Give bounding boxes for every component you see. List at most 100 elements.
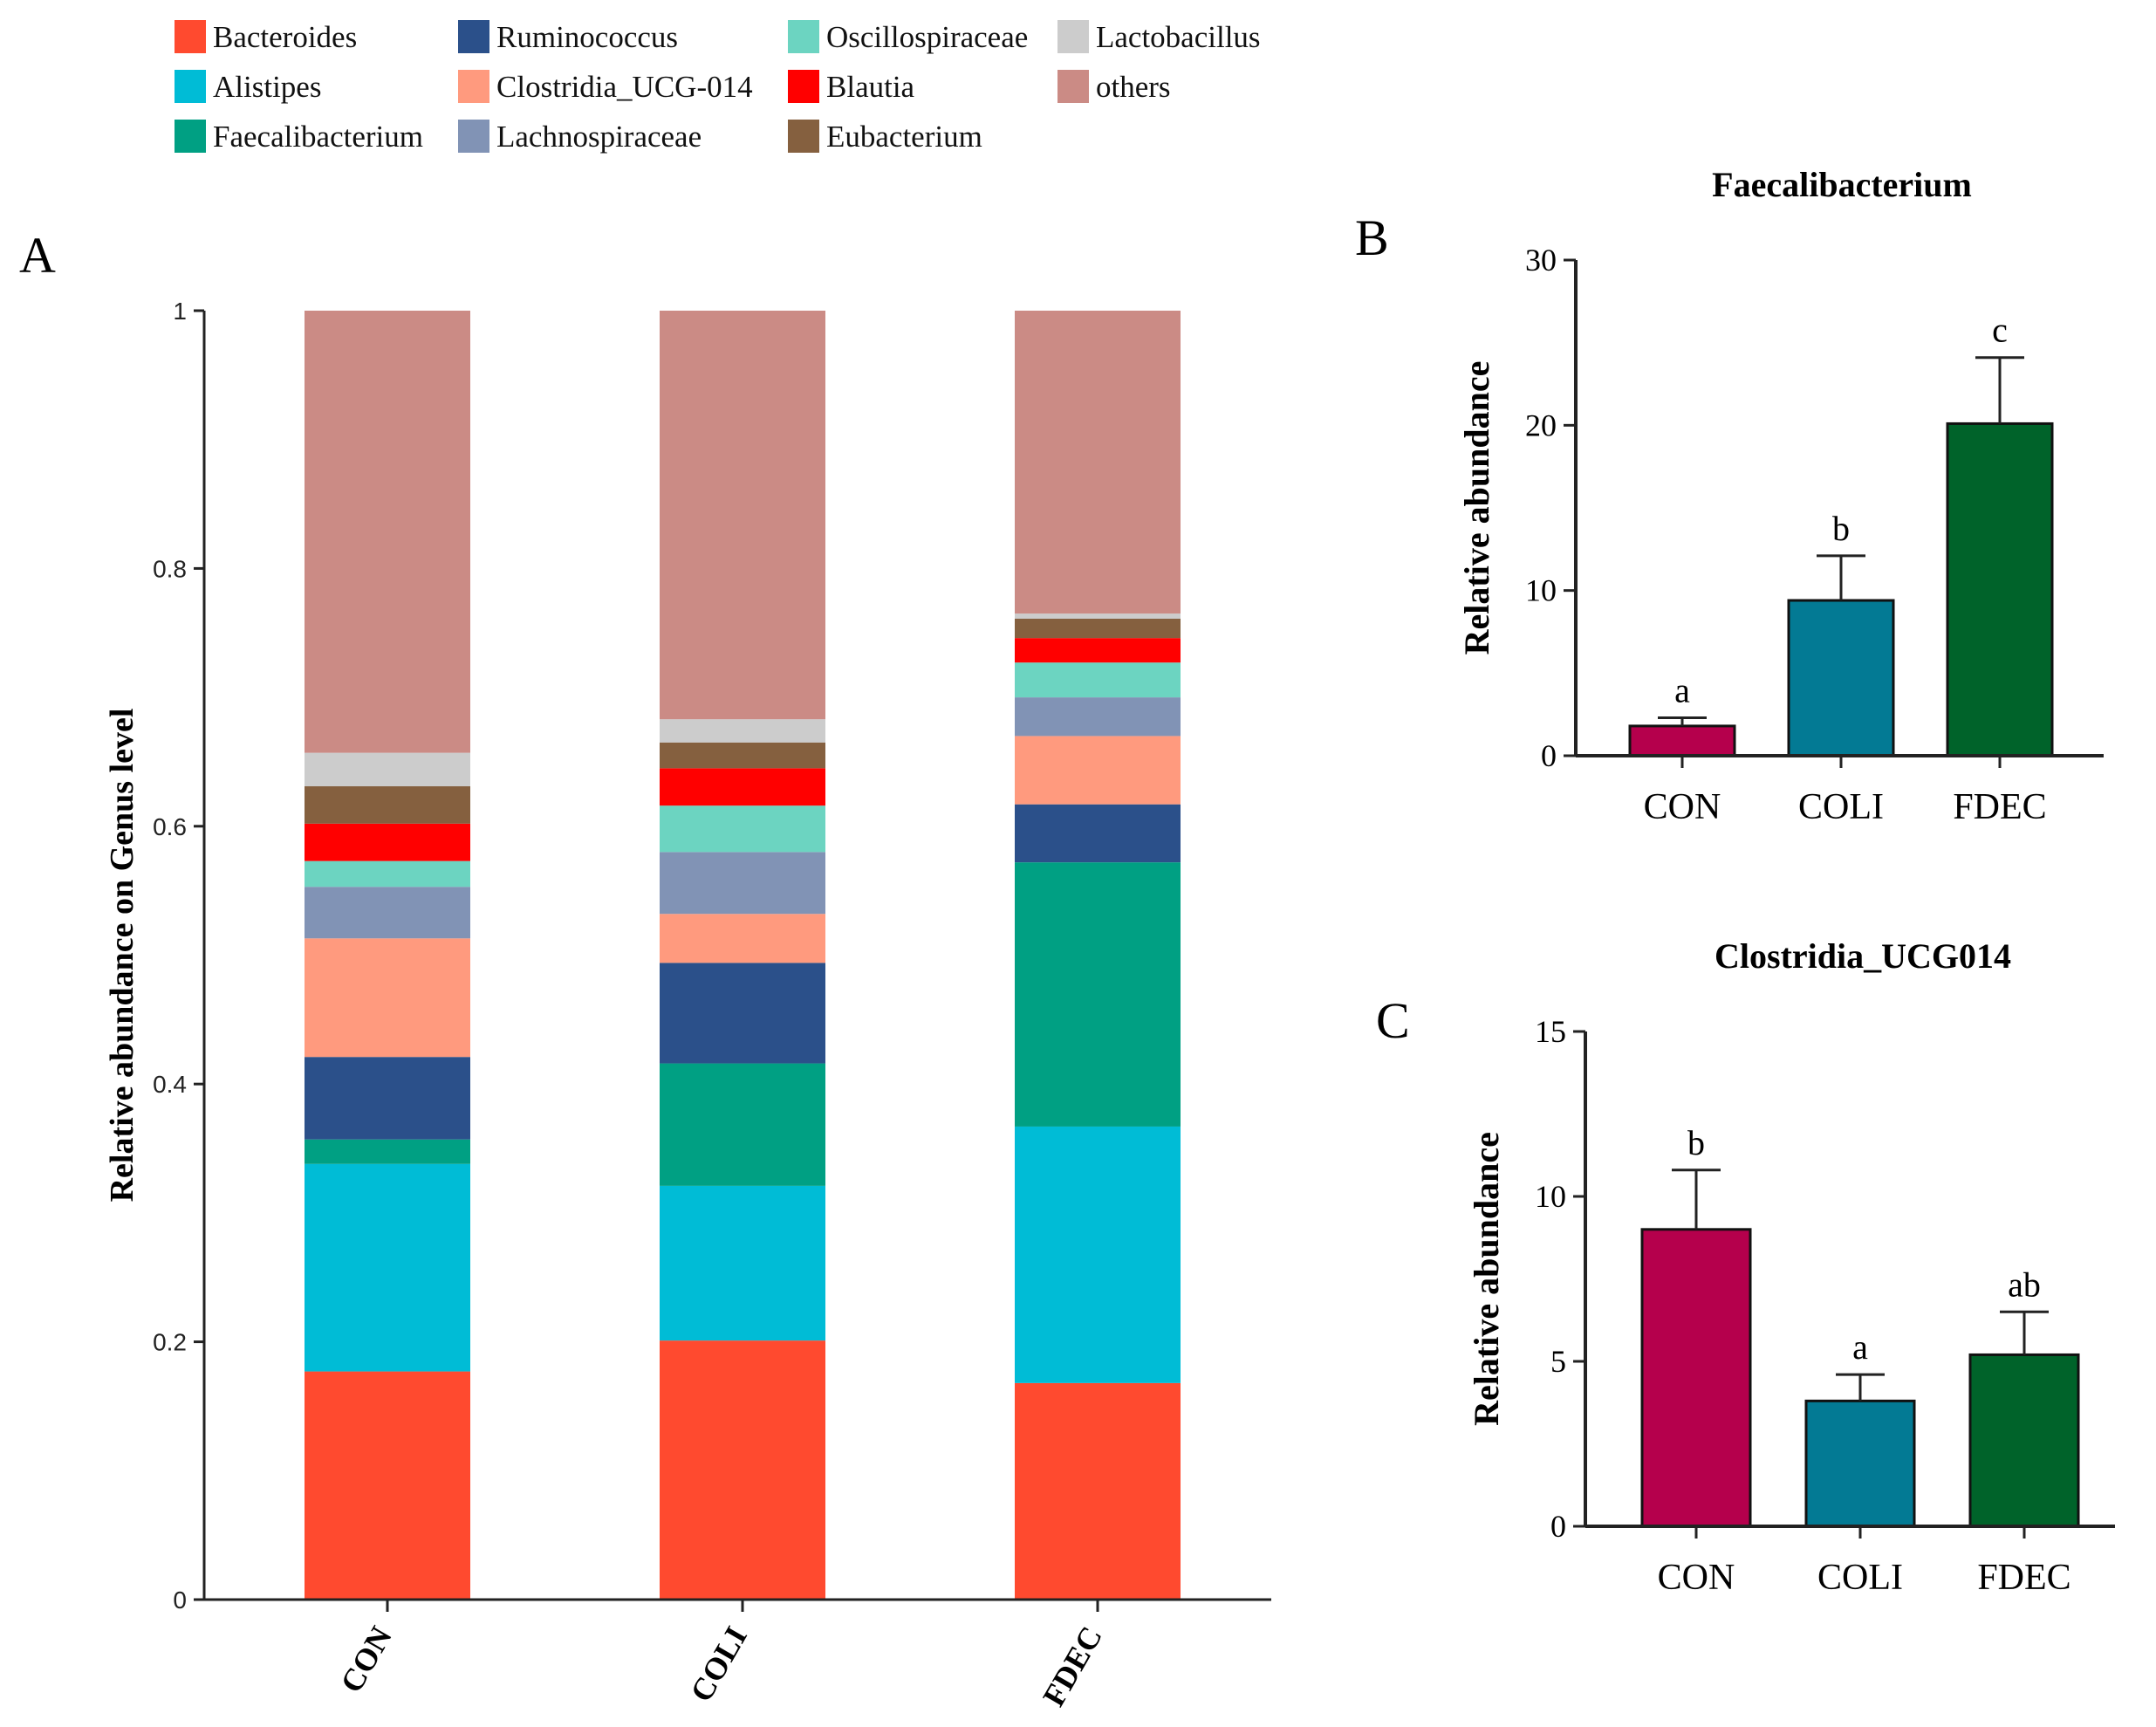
bar: [1787, 599, 1895, 757]
stacked-bar-segment: [305, 938, 470, 1058]
legend-label: Oscillospiraceae: [826, 20, 1028, 54]
bar: [1640, 1228, 1752, 1528]
significance-letter: b: [1687, 1123, 1705, 1162]
legend-swatch: [175, 20, 206, 53]
stacked-bar-segment: [305, 887, 470, 939]
stacked-bar-segment: [305, 860, 470, 887]
stacked-bar-segment: [1015, 613, 1181, 620]
legend: Bacteroides Ruminococcus Oscillospiraceae L…: [175, 20, 1261, 154]
bar: [1968, 1353, 2080, 1528]
stacked-bar-segment: [305, 752, 470, 787]
x-tick-label: COLI: [1798, 787, 1884, 827]
y-tick-label: 0.8: [153, 555, 187, 582]
significance-letter: a: [1852, 1327, 1868, 1367]
legend-label: Bacteroides: [213, 20, 357, 54]
bar: [1804, 1399, 1916, 1528]
y-tick-label: 0.2: [153, 1329, 187, 1356]
stacked-bar-segment: [1015, 862, 1181, 1127]
significance-letter: ab: [2008, 1264, 2041, 1304]
y-axis-label: Relative abundance on Genus level: [104, 709, 140, 1203]
legend-swatch: [458, 20, 489, 53]
y-tick-label: 0.4: [153, 1071, 187, 1098]
chart-title: Clostridia_UCG014: [1715, 936, 2011, 976]
bar: [1946, 421, 2054, 757]
y-tick-label: 0: [1550, 1509, 1566, 1544]
legend-label: Alistipes: [213, 70, 321, 104]
stacked-bar-segment: [660, 742, 825, 769]
legend-label: Eubacterium: [826, 120, 982, 154]
stacked-bar-segment: [1015, 619, 1181, 639]
legend-swatch: [788, 120, 819, 153]
panel-label-a: A: [19, 227, 56, 284]
legend-label: Faecalibacterium: [213, 120, 423, 154]
panel-a-stacked-bar-chart: A CON COLI FDEC 0 0.2 0.4 0.6 0.8 1 Relative abund…: [19, 227, 1271, 1712]
legend-label: Blautia: [826, 70, 915, 104]
y-tick-label: 30: [1525, 243, 1557, 278]
panel-label-c: C: [1376, 992, 1410, 1049]
stacked-bar-segment: [660, 914, 825, 963]
legend-swatch: [1057, 20, 1089, 53]
stacked-bar-segment: [305, 1139, 470, 1164]
panel-label-b: B: [1355, 209, 1389, 266]
stacked-bar-segment: [660, 719, 825, 743]
y-tick-label: 10: [1525, 573, 1557, 608]
y-axis-label: Relative abundance: [1467, 1132, 1506, 1426]
significance-letter: a: [1674, 670, 1690, 709]
stacked-bar-segment: [1015, 697, 1181, 737]
stacked-bar-segment: [305, 1057, 470, 1140]
stacked-bar-segment: [660, 1185, 825, 1341]
stacked-bar-segment: [305, 311, 470, 753]
stacked-bar-segment: [660, 963, 825, 1064]
stacked-bar-segment: [305, 1163, 470, 1372]
x-tick-label: FDEC: [1953, 787, 2046, 827]
x-tick-label: CON: [1658, 1558, 1735, 1598]
x-tick-label: CON: [1644, 787, 1721, 827]
significance-letter: c: [1992, 311, 2008, 350]
x-tick-label: FDEC: [1977, 1558, 2070, 1598]
stacked-bar-segment: [1015, 1126, 1181, 1383]
stacked-bar-segment: [660, 768, 825, 806]
stacked-bar-segment: [305, 823, 470, 861]
x-tick-label: COLI: [683, 1621, 754, 1708]
y-tick-label: 15: [1535, 1014, 1566, 1049]
legend-swatch: [458, 120, 489, 153]
panel-b-bar-chart: B Faecalibacterium a CON b COLI c FDEC 0 10 20 30 Re…: [1355, 165, 2104, 827]
stacked-bar-segment: [1015, 662, 1181, 698]
y-tick-label: 0.6: [153, 813, 187, 840]
stacked-bar-segment: [660, 311, 825, 720]
y-tick-label: 0: [1541, 738, 1557, 773]
y-tick-label: 20: [1525, 408, 1557, 442]
stacked-bar-segment: [305, 786, 470, 824]
stacked-bar-segment: [1015, 804, 1181, 863]
legend-swatch: [458, 70, 489, 103]
bar: [1628, 724, 1736, 757]
stacked-bar-segment: [1015, 638, 1181, 663]
stacked-bar-segment: [660, 852, 825, 915]
legend-label: Ruminococcus: [496, 20, 678, 54]
significance-letter: b: [1832, 509, 1850, 548]
legend-swatch: [788, 20, 819, 53]
stacked-bar-segment: [660, 1340, 825, 1600]
stacked-bar-segment: [1015, 736, 1181, 805]
legend-swatch: [175, 70, 206, 103]
stacked-bar-segment: [660, 805, 825, 853]
legend-swatch: [1057, 70, 1089, 103]
x-tick-label: CON: [333, 1621, 399, 1698]
legend-swatch: [175, 120, 206, 153]
legend-label: Lachnospiraceae: [496, 120, 702, 154]
stacked-bar-segment: [1015, 311, 1181, 614]
stacked-bar-segment: [1015, 1382, 1181, 1600]
y-tick-label: 5: [1550, 1344, 1566, 1379]
x-tick-label: COLI: [1817, 1558, 1903, 1598]
stacked-bar-segment: [305, 1371, 470, 1600]
legend-label: Lactobacillus: [1096, 20, 1261, 54]
y-axis-label: Relative abundance: [1457, 361, 1496, 655]
y-tick-label: 0: [173, 1587, 187, 1614]
legend-label: others: [1096, 70, 1171, 104]
legend-swatch: [788, 70, 819, 103]
legend-label: Clostridia_UCG-014: [496, 70, 753, 104]
x-tick-label: FDEC: [1036, 1621, 1109, 1712]
y-tick-label: 1: [173, 298, 187, 325]
